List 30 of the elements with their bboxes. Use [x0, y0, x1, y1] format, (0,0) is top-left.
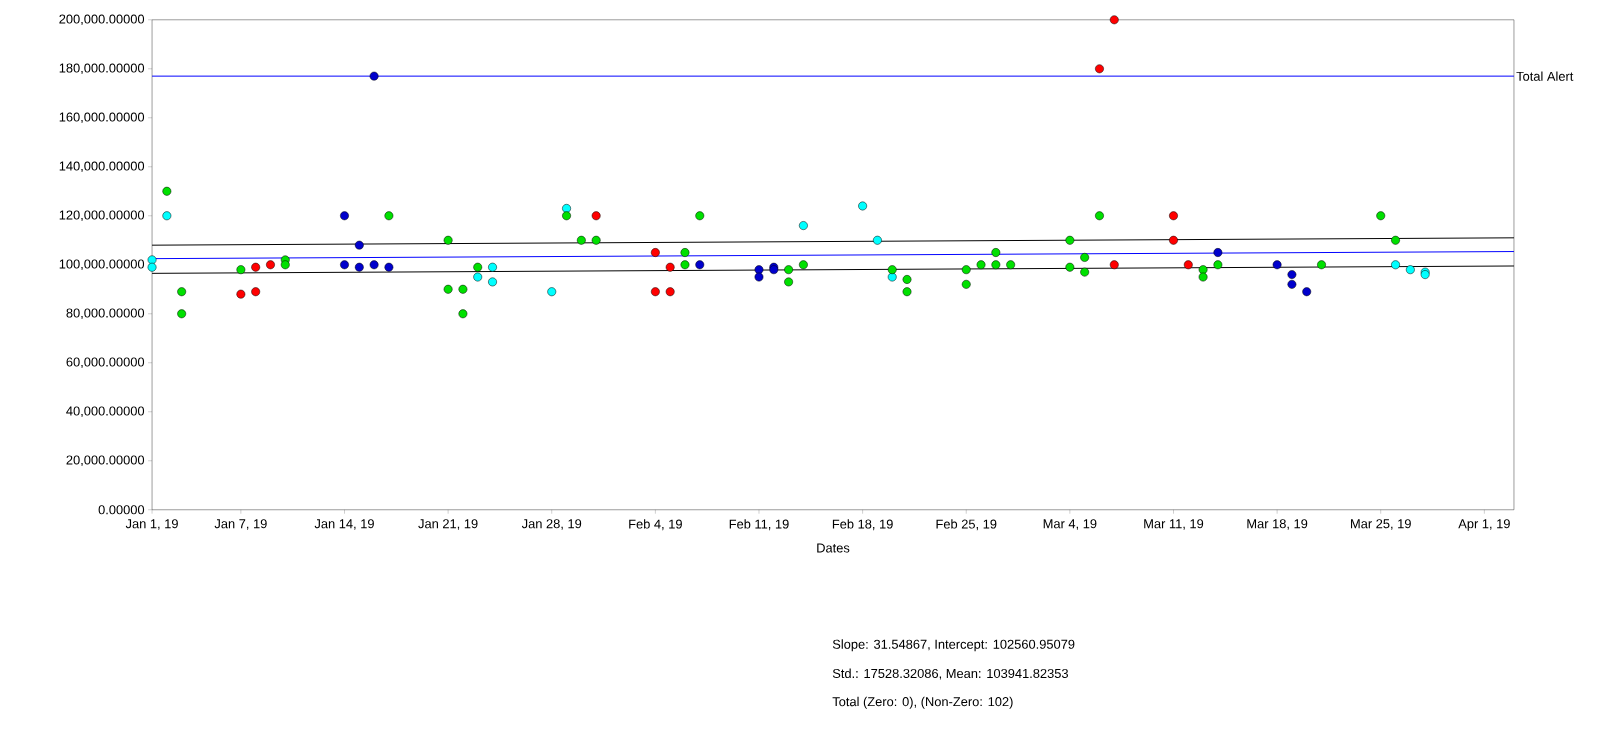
x-tick-label: Apr 1, 19 — [1458, 519, 1510, 531]
x-tick-label: Jan 7, 19 — [214, 519, 267, 530]
y-tick-label: 40,000.00000 — [66, 406, 145, 417]
x-tick-label: Jan 21, 19 — [418, 519, 478, 530]
x-tick-label: Jan 28, 19 — [521, 519, 582, 530]
x-tick-label: Mar 4, 19 — [1043, 519, 1097, 530]
y-tick-label: 180,000.00000 — [59, 63, 145, 74]
x-tick-label: Feb 18, 19 — [832, 519, 893, 530]
x-tick-label: Mar 18, 19 — [1247, 519, 1308, 530]
x-tick-label: Mar 11, 19 — [1144, 519, 1204, 530]
text: Slope: 31.54867, Intercept: 102560.95079 — [832, 639, 1075, 652]
x-tick-label: Mar 25, 19 — [1351, 519, 1411, 530]
y-tick-label: 160,000.00000 — [59, 112, 145, 123]
x-tick-label: Feb 11, 19 — [729, 519, 789, 530]
y-tick-label: 120,000.00000 — [59, 210, 145, 221]
x-tick-label: Jan 14, 19 — [314, 519, 374, 530]
y-tick-label: 20,000.00000 — [66, 455, 145, 466]
ref-line-label: Total Alert — [1516, 71, 1574, 81]
x-tick-label: Feb 4, 19 — [629, 519, 682, 530]
text: Total (Zero: 0), (Non-Zero: 102) — [832, 696, 1013, 709]
y-tick-label: 0.00000 — [98, 505, 145, 515]
x-axis-title: Dates — [817, 543, 850, 553]
y-tick-label: 140,000.00000 — [59, 161, 145, 172]
x-tick-label: Jan 1, 19 — [125, 519, 178, 530]
x-tick-label: Feb 25, 19 — [936, 519, 997, 530]
y-tick-label: 80,000.00000 — [66, 308, 145, 319]
text: Std.: 17528.32086, Mean: 103941.82353 — [832, 668, 1068, 680]
y-tick-label: 100,000.00000 — [59, 259, 145, 270]
y-tick-label: 200,000.00000 — [59, 14, 145, 25]
y-tick-label: 60,000.00000 — [66, 357, 145, 368]
